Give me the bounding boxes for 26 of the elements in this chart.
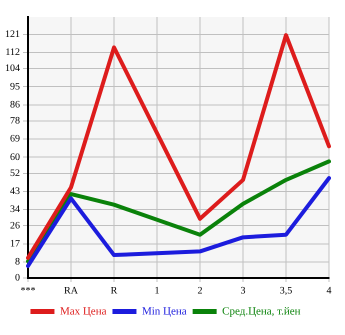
- y-tick-label: 0: [15, 272, 20, 284]
- x-tick-label: 3: [240, 286, 246, 297]
- y-tick-label: 95: [10, 81, 20, 92]
- legend-label: Min Цена: [142, 305, 187, 318]
- x-tick-label: R: [110, 286, 118, 297]
- y-tick-label: 69: [10, 134, 20, 145]
- x-tick-label: RA: [64, 286, 79, 297]
- y-tick-label: 121: [5, 28, 20, 40]
- legend-label: Сред.Цена, т.йен: [222, 305, 301, 318]
- x-tick-label: 3,5: [280, 286, 292, 297]
- x-tick-label: 2: [198, 286, 202, 297]
- legend-label: Max Цена: [60, 305, 107, 318]
- x-tick-label: ***: [20, 286, 36, 297]
- x-tick-label: 1: [154, 286, 160, 297]
- y-tick-label: 112: [5, 47, 20, 58]
- y-tick-label: 34: [10, 204, 20, 216]
- y-tick-label: 104: [5, 63, 20, 74]
- y-tick-label: 17: [10, 238, 20, 250]
- y-tick-label: 86: [10, 99, 20, 110]
- y-tick-label: 78: [10, 116, 20, 127]
- y-tick-label: 52: [10, 168, 20, 179]
- y-tick-label: 26: [10, 220, 20, 232]
- y-tick-label: 8: [15, 256, 20, 268]
- x-tick-label: 4: [326, 286, 332, 297]
- y-tick-label: 60: [10, 152, 20, 163]
- y-tick-label: 43: [10, 186, 20, 198]
